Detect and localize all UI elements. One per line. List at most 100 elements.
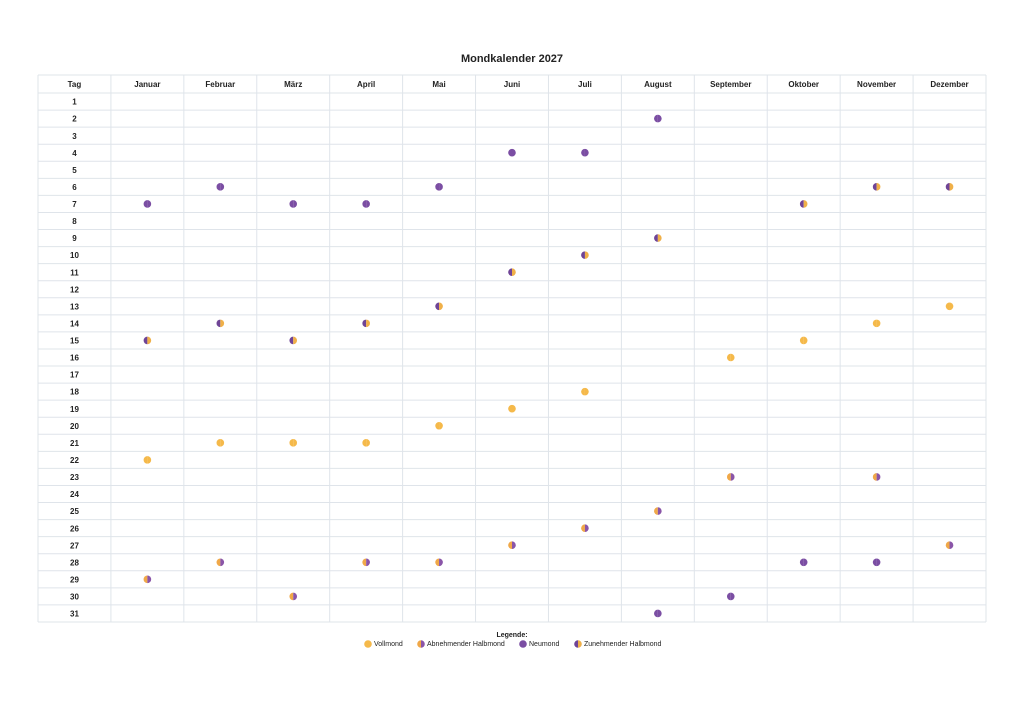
moon-icon — [216, 558, 225, 567]
moon-half — [147, 336, 152, 345]
moon-half — [730, 592, 735, 601]
legend-icon — [574, 640, 582, 648]
moon-half — [523, 640, 527, 648]
moon-half — [435, 183, 440, 191]
moon-icon — [581, 148, 589, 157]
moon-half — [293, 200, 298, 208]
moon-half — [293, 592, 298, 601]
moon-half — [519, 640, 523, 648]
moon-icon — [726, 473, 735, 481]
moon-half — [726, 353, 731, 362]
moon-half — [147, 575, 152, 584]
moon-half — [147, 456, 152, 464]
moon-half — [435, 302, 440, 311]
moon-half — [362, 319, 367, 328]
moon-half — [726, 473, 731, 481]
legend-label: Abnehmender Halbmond — [427, 641, 505, 648]
moon-half — [439, 302, 443, 311]
day-number: 2 — [72, 115, 77, 124]
moon-half — [949, 541, 954, 550]
moon-half — [581, 251, 585, 259]
moon-half — [949, 302, 954, 311]
moon-half — [872, 183, 877, 191]
moon-icon — [143, 456, 152, 464]
moon-icon — [508, 541, 516, 550]
moon-icon — [581, 387, 589, 396]
moon-half — [289, 336, 294, 345]
moon-half — [581, 524, 585, 532]
moon-half — [512, 541, 516, 550]
day-number: 31 — [70, 610, 79, 619]
moon-icon — [289, 336, 298, 345]
moon-half — [143, 575, 148, 584]
day-number: 20 — [70, 422, 79, 431]
moon-half — [945, 183, 950, 191]
moon-icon — [872, 473, 881, 481]
moon-icon — [435, 302, 443, 311]
moon-icon — [362, 439, 370, 447]
moon-half — [143, 200, 148, 208]
moon-half — [508, 541, 512, 550]
moon-half — [293, 336, 298, 345]
moon-half — [417, 640, 421, 648]
moon-half — [293, 439, 298, 447]
day-number: 5 — [72, 166, 77, 175]
moon-half — [362, 439, 367, 447]
header-cell: August — [644, 80, 672, 89]
day-number: 14 — [70, 319, 79, 328]
moon-half — [512, 268, 516, 276]
title: Mondkalender 2027 — [461, 53, 563, 65]
day-number: 23 — [70, 473, 79, 482]
moon-half — [945, 541, 950, 550]
header-cell: Dezember — [930, 80, 968, 89]
moon-half — [366, 439, 370, 447]
header-cell: Februar — [205, 80, 235, 89]
moon-half — [584, 524, 589, 532]
moon-half — [876, 183, 881, 191]
day-number: 27 — [70, 541, 79, 550]
day-number: 18 — [70, 388, 79, 397]
moon-icon — [799, 558, 808, 567]
moon-half — [143, 336, 148, 345]
moon-icon — [581, 251, 589, 259]
moon-half — [657, 507, 662, 515]
moon-half — [949, 183, 954, 191]
moon-half — [730, 353, 735, 362]
moon-icon — [435, 558, 443, 567]
header-cell: April — [357, 80, 375, 89]
legend-label: Zunehmender Halbmond — [584, 641, 662, 648]
moon-icon — [435, 421, 443, 430]
day-number: 29 — [70, 575, 79, 584]
moon-half — [872, 473, 877, 481]
moon-icon — [289, 200, 298, 208]
header-cell: Mai — [432, 80, 445, 89]
header-cell: November — [857, 80, 896, 89]
day-number: 28 — [70, 558, 79, 567]
legend-icon — [364, 640, 372, 648]
day-number: 13 — [70, 302, 79, 311]
moon-icon — [799, 200, 808, 208]
moon-half — [366, 319, 370, 328]
moon-half — [799, 336, 804, 345]
moon-half — [216, 319, 221, 328]
header-cell: Oktober — [788, 80, 819, 89]
moon-icon — [289, 439, 298, 447]
moon-icon — [654, 234, 662, 242]
legend-icon — [519, 640, 527, 648]
day-number: 16 — [70, 354, 79, 363]
moon-half — [216, 558, 221, 567]
day-number: 22 — [70, 456, 79, 465]
day-number: 1 — [72, 98, 77, 107]
moon-half — [435, 421, 440, 430]
day-number: 26 — [70, 524, 79, 533]
moon-half — [654, 609, 658, 618]
header-cell: Januar — [134, 80, 160, 89]
moon-icon — [799, 336, 808, 345]
moon-icon — [945, 183, 954, 191]
moon-half — [872, 319, 877, 328]
moon-icon — [143, 200, 152, 208]
moon-half — [508, 404, 512, 413]
day-number: 4 — [72, 149, 77, 158]
day-number: 21 — [70, 439, 79, 448]
moon-icon — [216, 439, 225, 447]
